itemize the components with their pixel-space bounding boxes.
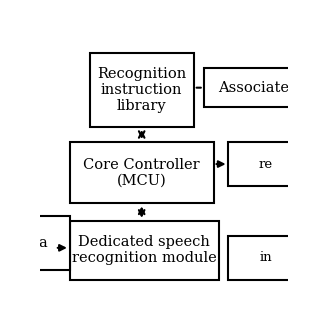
Text: in: in [260,251,272,264]
Bar [228,142,303,186]
Text: Dedicated speech
recognition module: Dedicated speech recognition module [72,235,217,265]
Text: re: re [259,157,273,171]
Bar [70,142,214,204]
Text: Recognition
instruction
library: Recognition instruction library [97,67,186,113]
Text: a: a [38,236,47,250]
Bar [228,236,303,280]
Bar [15,216,70,270]
Bar [90,53,194,127]
Bar [204,68,303,108]
Text: Core Controller
(MCU): Core Controller (MCU) [84,157,200,188]
Text: Associate: Associate [218,81,289,95]
Bar [70,221,219,280]
